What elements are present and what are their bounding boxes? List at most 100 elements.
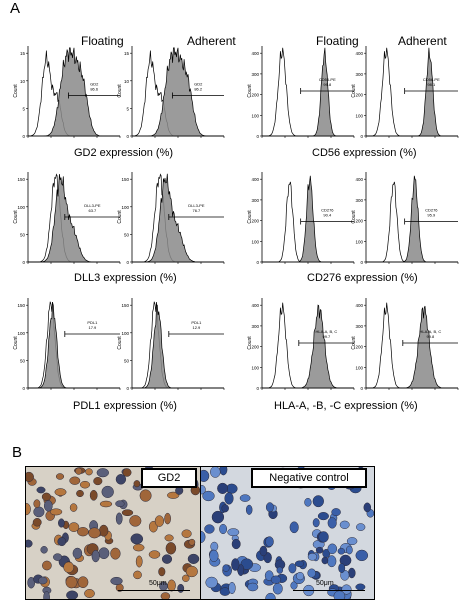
cell (96, 468, 109, 478)
cell (187, 553, 200, 564)
y-tick-label: 5 (22, 106, 25, 111)
column-header-floating-left: Floating (81, 34, 124, 48)
gate-value: 99.7 (323, 334, 332, 339)
cell (348, 567, 356, 579)
y-tick-label: 100 (355, 365, 363, 370)
cell (75, 467, 83, 475)
gate-value: 99.8 (427, 334, 436, 339)
y-tick-label: 300 (251, 198, 259, 203)
cell (276, 566, 284, 574)
gd2-scale-bar (118, 590, 190, 591)
gate-value: 95.9 (427, 213, 436, 218)
marker-histogram (262, 175, 354, 263)
cell (259, 545, 268, 557)
y-tick-label: 100 (355, 239, 363, 244)
cell (202, 490, 215, 502)
cell (312, 518, 320, 528)
cell (224, 492, 234, 505)
y-tick-label: 400 (355, 303, 363, 308)
cell (288, 563, 297, 574)
cell (27, 576, 36, 589)
cell (272, 582, 283, 595)
y-tick-label: 200 (251, 345, 259, 350)
cell (84, 589, 95, 598)
cell (231, 538, 241, 550)
cell (55, 473, 65, 480)
cd56-expression-label: CD56 expression (%) (312, 147, 417, 159)
isotype-histogram (262, 47, 354, 137)
cell (110, 547, 121, 560)
y-tick-label: 10 (124, 79, 130, 84)
y-axis-label: Count (117, 210, 123, 224)
cell (331, 508, 341, 517)
cell (121, 509, 134, 517)
y-tick-label: 0 (256, 134, 259, 139)
marker-histogram (262, 304, 354, 389)
y-tick-label: 100 (251, 239, 259, 244)
cell (228, 581, 236, 595)
marker-histogram (366, 175, 458, 263)
gate-value: 90.4 (323, 213, 332, 218)
histogram-right-row2-floating: 0 100 200 300 400 Count HLA-A, B, C99.7 (247, 298, 355, 391)
cell (265, 592, 276, 599)
y-tick-label: 50 (20, 358, 26, 363)
cell (188, 538, 196, 546)
y-tick-label: 0 (360, 134, 363, 139)
y-tick-label: 100 (121, 205, 129, 210)
cell (154, 515, 165, 527)
y-tick-label: 200 (251, 219, 259, 224)
gate-name: CD276 (425, 208, 438, 213)
y-tick-label: 15 (20, 51, 26, 56)
cell (158, 567, 166, 577)
y-tick-label: 300 (355, 198, 363, 203)
cell (122, 468, 132, 477)
y-tick-label: 0 (256, 260, 259, 265)
cell (77, 576, 89, 589)
gate-name: GD2 (90, 82, 99, 87)
cell (217, 482, 229, 494)
y-tick-label: 150 (17, 303, 25, 308)
cell (245, 504, 253, 515)
isotype-histogram (366, 302, 458, 389)
cell (160, 592, 171, 599)
gate-name: PDL1 (87, 320, 98, 325)
y-tick-label: 400 (251, 303, 259, 308)
cell (307, 552, 318, 561)
cell (333, 590, 346, 599)
cell (164, 534, 174, 542)
cell (38, 576, 48, 585)
isotype-histogram (262, 302, 354, 389)
cell (239, 494, 251, 502)
y-tick-label: 0 (360, 386, 363, 391)
cell (270, 575, 282, 584)
cell (49, 508, 63, 516)
cell (164, 512, 171, 525)
cell (76, 489, 84, 498)
negative-control-micrograph (200, 466, 375, 600)
gate-name: PDL1 (191, 320, 202, 325)
cell (205, 576, 218, 589)
y-tick-label: 0 (126, 134, 129, 139)
negative-control-scale-label: 50μm (316, 580, 334, 587)
cell (63, 561, 75, 573)
panel-b-letter: B (12, 444, 23, 461)
cell (133, 570, 142, 580)
y-tick-label: 50 (124, 358, 130, 363)
gate-name: CD56-PE (423, 77, 440, 82)
column-header-floating-right: Floating (316, 34, 359, 48)
gate-name: DLL3-PE (188, 203, 205, 208)
cell (231, 558, 240, 571)
cell (139, 489, 152, 502)
y-tick-label: 0 (22, 260, 25, 265)
cell (240, 558, 254, 570)
gate-name: DLL3-PE (84, 203, 101, 208)
cell (219, 467, 228, 476)
marker-histogram (132, 47, 224, 137)
cell (101, 485, 114, 498)
cell (99, 500, 113, 508)
cell (355, 549, 369, 562)
y-tick-label: 0 (126, 386, 129, 391)
